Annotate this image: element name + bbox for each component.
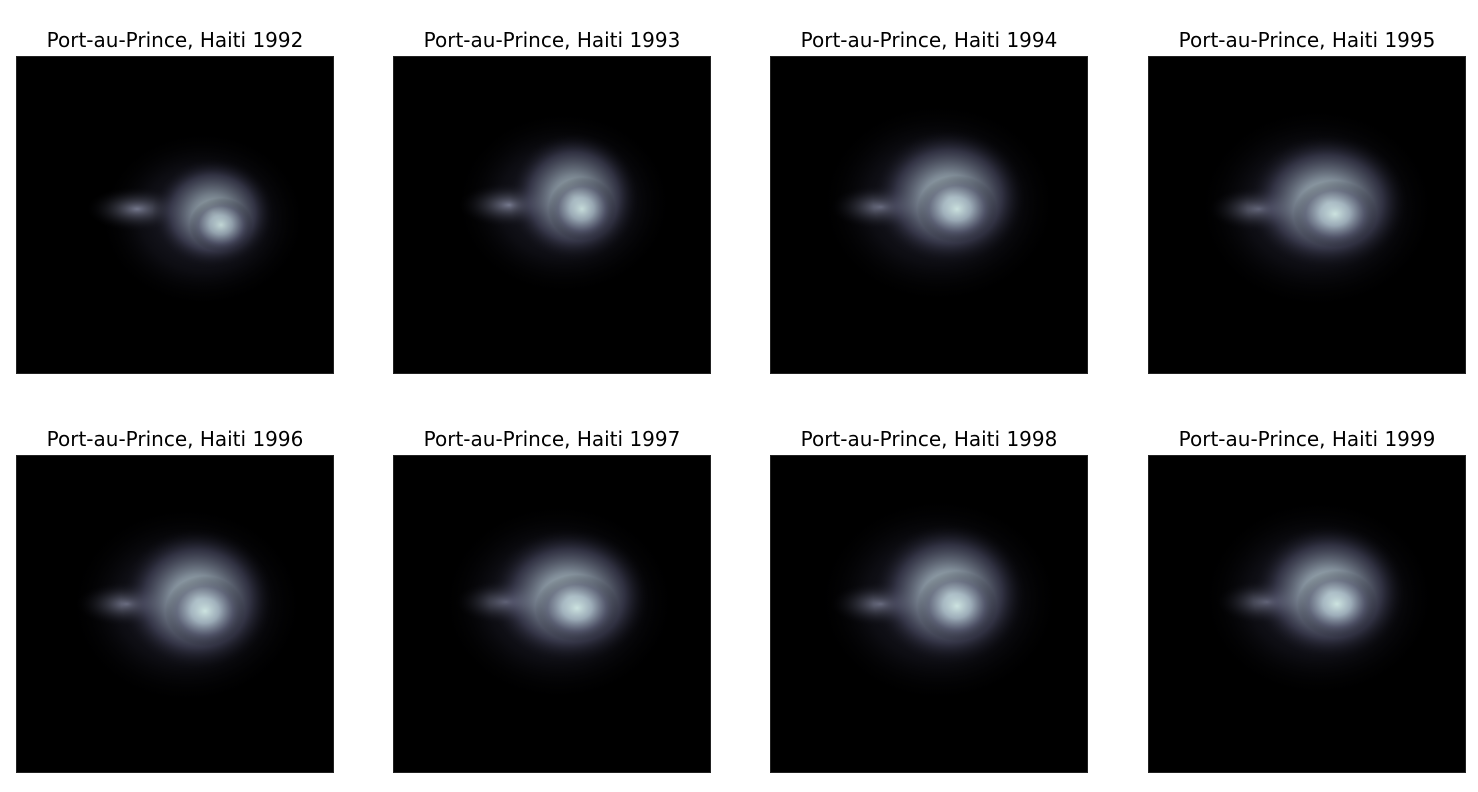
night-lights-image	[16, 455, 334, 773]
night-lights-image	[16, 56, 334, 374]
panel-title: Port-au-Prince, Haiti 1999	[1178, 427, 1436, 451]
panel-title: Port-au-Prince, Haiti 1994	[800, 28, 1058, 52]
night-lights-image	[393, 56, 711, 374]
panel-title: Port-au-Prince, Haiti 1992	[46, 28, 304, 52]
panel-title: Port-au-Prince, Haiti 1997	[423, 427, 681, 451]
night-lights-image	[1148, 455, 1466, 773]
panel-title: Port-au-Prince, Haiti 1998	[800, 427, 1058, 451]
night-lights-image	[770, 56, 1088, 374]
panel-title: Port-au-Prince, Haiti 1995	[1178, 28, 1436, 52]
night-lights-image	[1148, 56, 1466, 374]
panel-title: Port-au-Prince, Haiti 1996	[46, 427, 304, 451]
night-lights-image	[393, 455, 711, 773]
night-lights-image	[770, 455, 1088, 773]
panel-title: Port-au-Prince, Haiti 1993	[423, 28, 681, 52]
